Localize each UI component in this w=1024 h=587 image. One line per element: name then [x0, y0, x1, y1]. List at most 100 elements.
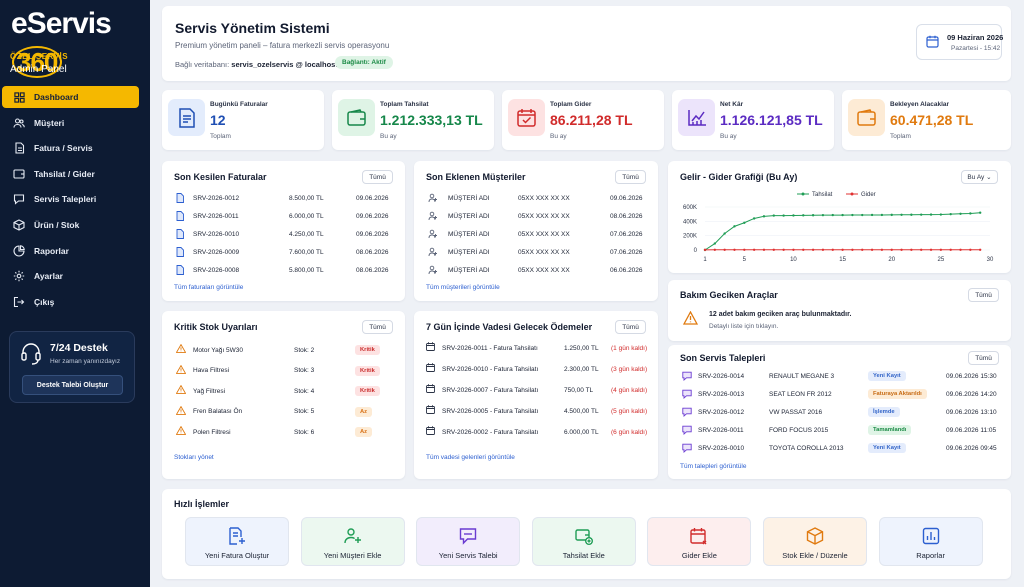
- warning-icon: [175, 384, 187, 396]
- data-point: [870, 248, 874, 251]
- table-row[interactable]: SRV-2026-0012 VW PASSAT 2016 İşlemde 09.…: [680, 403, 999, 421]
- sidebar-item-invoices[interactable]: Fatura / Servis: [2, 137, 139, 159]
- list-item[interactable]: Polen Filtresi Stok: 6 Az: [174, 422, 393, 443]
- reports-button[interactable]: Raporlar: [878, 517, 983, 566]
- requests-all-button[interactable]: Tümü: [968, 351, 999, 365]
- table-row[interactable]: SRV-2026-0008 5.800,00 TL 08.06.2026: [174, 261, 393, 279]
- period-select[interactable]: Bu Ay ⌄: [961, 170, 998, 184]
- invoices-all-button[interactable]: Tümü: [362, 170, 393, 184]
- data-point: [752, 217, 756, 220]
- customer-name: MÜŞTERİ ADI: [448, 194, 490, 202]
- table-row[interactable]: SRV-2026-0010 4.250,00 TL 09.06.2026: [174, 225, 393, 243]
- invoice-number: SRV-2026-0010: [193, 230, 240, 238]
- customer-phone: 05XX XXX XX XX: [518, 212, 570, 220]
- sidebar-item-dashboard[interactable]: Dashboard: [2, 86, 139, 108]
- upcoming-payments-card: 7 Gün İçinde Vadesi Gelecek Ödemeler Tüm…: [414, 311, 658, 479]
- stat-total-expense[interactable]: Toplam Gider 86.211,28 TL Bu ay: [502, 90, 664, 150]
- list-item[interactable]: Hava Filtresi Stok: 3 Kritik: [174, 361, 393, 382]
- calendar-icon: [426, 426, 435, 437]
- y-tick-label: 600K: [683, 205, 697, 211]
- stat-caption: Bu ay: [380, 133, 397, 140]
- all-customers-link[interactable]: Tüm müşterileri görüntüle: [426, 284, 500, 291]
- new-invoice-button[interactable]: Yeni Fatura Oluştur: [185, 517, 289, 566]
- table-row[interactable]: SRV-2026-0010 TOYOTA COROLLA 2013 Yeni K…: [680, 439, 999, 457]
- new-customer-button[interactable]: Yeni Müşteri Ekle: [300, 517, 405, 566]
- stat-value: 86.211,28 TL: [550, 112, 633, 128]
- warning-icon: [682, 310, 699, 330]
- days-remaining: (3 gün kaldı): [611, 366, 648, 373]
- data-point: [920, 213, 923, 216]
- list-item[interactable]: SRV-2026-0011 - Fatura Tahsilatı 1.250,0…: [426, 338, 647, 359]
- document-icon: [176, 265, 184, 277]
- list-item[interactable]: MÜŞTERİ ADI 05XX XXX XX XX 06.06.2026: [426, 261, 646, 279]
- recent-customers-title: Son Eklenen Müşteriler: [426, 172, 526, 182]
- stock-quantity: Stok: 5: [294, 408, 315, 416]
- request-number: SRV-2026-0011: [698, 426, 744, 434]
- list-item[interactable]: MÜŞTERİ ADI 05XX XXX XX XX 09.06.2026: [426, 189, 646, 207]
- list-item[interactable]: MÜŞTERİ ADI 05XX XXX XX XX 07.06.2026: [426, 243, 646, 261]
- all-due-payments-link[interactable]: Tüm vadesi gelenleri görüntüle: [426, 454, 515, 461]
- list-item[interactable]: SRV-2026-0002 - Fatura Tahsilatı 6.000,0…: [426, 422, 647, 443]
- invoice-date: 09.06.2026: [356, 194, 389, 202]
- y-tick-label: 0: [694, 248, 698, 254]
- dashboard-icon: [12, 90, 26, 104]
- list-item[interactable]: Motor Yağı 5W30 Stok: 2 Kritik: [174, 340, 393, 361]
- sidebar-item-reports[interactable]: Raporlar: [2, 240, 139, 262]
- sidebar-item-payments[interactable]: Tahsilat / Gider: [2, 163, 139, 185]
- stat-label: Net Kâr: [720, 101, 744, 108]
- add-expense-button[interactable]: Gider Ekle: [647, 517, 752, 566]
- stat-today-invoices[interactable]: Bugünkü Faturalar 12 Toplam: [162, 90, 324, 150]
- list-item[interactable]: SRV-2026-0010 - Fatura Tahsilatı 2.300,0…: [426, 359, 648, 380]
- calendar-check-icon: [508, 99, 545, 136]
- customer-name: MÜŞTERİ ADI: [448, 266, 490, 274]
- table-row[interactable]: SRV-2026-0011 6.000,00 TL 09.06.2026: [174, 207, 393, 225]
- sidebar-item-settings[interactable]: Ayarlar: [2, 265, 139, 287]
- list-item[interactable]: MÜŞTERİ ADI 05XX XXX XX XX 08.06.2026: [426, 207, 646, 225]
- table-row[interactable]: SRV-2026-0011 FORD FOCUS 2015 Tamamlandı…: [680, 421, 999, 439]
- stock-all-button[interactable]: Tümü: [362, 320, 393, 334]
- list-item[interactable]: Yağ Filtresi Stok: 4 Kritik: [174, 381, 393, 402]
- recent-invoices-card: Son Kesilen Faturalar Tümü SRV-2026-0012…: [162, 161, 405, 301]
- add-payment-button[interactable]: Tahsilat Ekle: [531, 517, 636, 566]
- table-row[interactable]: SRV-2026-0012 8.500,00 TL 09.06.2026: [174, 189, 393, 207]
- manage-stock-link[interactable]: Stokları yönet: [174, 454, 214, 461]
- stat-total-collection[interactable]: Toplam Tahsilat 1.212.333,13 TL Bu ay: [332, 90, 494, 150]
- sidebar-item-customers[interactable]: Müşteri: [2, 112, 139, 134]
- stock-edit-button[interactable]: Stok Ekle / Düzenle: [763, 517, 867, 566]
- table-row[interactable]: SRV-2026-0014 RENAULT MEGANE 3 Yeni Kayı…: [680, 367, 999, 385]
- customers-all-button[interactable]: Tümü: [615, 170, 646, 184]
- list-item[interactable]: Fren Balatası Ön Stok: 5 Az: [174, 402, 393, 423]
- all-requests-link[interactable]: Tüm talepleri görüntüle: [680, 463, 747, 470]
- recent-invoices-title: Son Kesilen Faturalar: [174, 172, 267, 182]
- create-support-ticket-button[interactable]: Destek Talebi Oluştur: [22, 375, 123, 395]
- wallet-icon: [12, 167, 26, 181]
- new-service-request-button[interactable]: Yeni Servis Talebi: [416, 517, 521, 566]
- stock-level-badge: Az: [355, 406, 373, 417]
- list-item[interactable]: MÜŞTERİ ADI 05XX XXX XX XX 07.06.2026: [426, 225, 646, 243]
- table-row[interactable]: SRV-2026-0009 7.600,00 TL 08.06.2026: [174, 243, 393, 261]
- maintenance-all-button[interactable]: Tümü: [968, 288, 999, 302]
- sidebar-item-service-requests[interactable]: Servis Talepleri: [2, 188, 139, 210]
- recent-customers-card: Son Eklenen Müşteriler Tümü MÜŞTERİ ADI …: [414, 161, 658, 301]
- table-row[interactable]: SRV-2026-0013 SEAT LEON FR 2012 Faturaya…: [680, 385, 999, 403]
- stat-net-profit[interactable]: Net Kâr 1.126.121,85 TL Bu ay: [672, 90, 834, 150]
- maintenance-detail-link[interactable]: Detaylı liste için tıklayın.: [709, 323, 779, 330]
- payments-all-button[interactable]: Tümü: [615, 320, 646, 334]
- header-card: Servis Yönetim Sistemi Premium yönetim p…: [162, 6, 1011, 81]
- data-point: [723, 232, 726, 235]
- data-point: [782, 248, 785, 251]
- income-expense-chart-card: Gelir - Gider Grafiği (Bu Ay) Bu Ay ⌄ 0 2…: [668, 161, 1011, 273]
- list-item[interactable]: SRV-2026-0007 - Fatura Tahsilatı 750,00 …: [426, 380, 647, 401]
- request-date: 09.06.2026 14:20: [946, 390, 997, 398]
- list-item[interactable]: SRV-2026-0005 - Fatura Tahsilatı 4.500,0…: [426, 401, 647, 422]
- stat-pending-receivables[interactable]: Bekleyen Alacaklar 60.471,28 TL Toplam: [842, 90, 1011, 150]
- product-name: Yağ Filtresi: [193, 387, 226, 395]
- data-point: [910, 213, 913, 216]
- service-request-icon: [682, 425, 692, 437]
- brand-logo[interactable]: eServis360: [11, 7, 112, 78]
- sidebar-item-products[interactable]: Ürün / Stok: [2, 214, 139, 236]
- sidebar-item-logout[interactable]: Çıkış: [2, 291, 139, 313]
- request-status-badge: İşlemde: [868, 407, 900, 417]
- all-invoices-link[interactable]: Tüm faturaları görüntüle: [174, 284, 244, 291]
